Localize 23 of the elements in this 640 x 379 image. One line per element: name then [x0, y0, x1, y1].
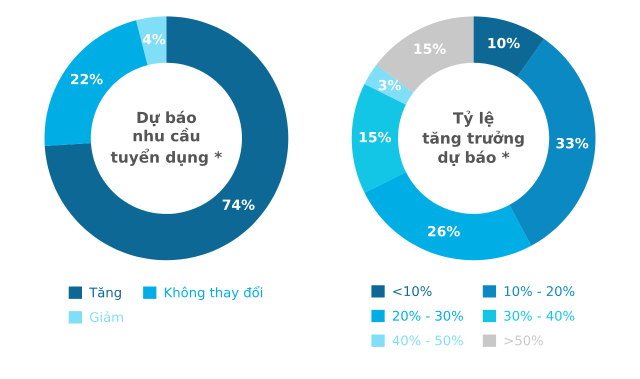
data-label: 22% [70, 74, 103, 84]
data-label: 10% [488, 38, 520, 48]
text: Tỷ lệ tăng trưởng dự báo * [422, 110, 524, 166]
data-label: 4% [142, 34, 166, 44]
legend-label: <10% [393, 286, 432, 296]
legend-label: 20% - 30% [392, 310, 463, 321]
text: Dự báo nhu cầu tuyển dụng * [110, 110, 222, 166]
data-label: 15% [360, 132, 392, 142]
legend-label: 10% - 20% [504, 286, 574, 296]
donut-slice [376, 16, 474, 93]
legend-label: 30% - 40% [504, 310, 574, 321]
data-label: 33% [556, 138, 588, 148]
legend-label: Không thay đổi [164, 286, 262, 300]
data-label: 3% [378, 80, 401, 90]
donut-slice [44, 16, 288, 260]
donut-slice [364, 172, 532, 260]
legend-label: Giảm [90, 311, 123, 322]
legend-label: Tăng [89, 287, 121, 300]
legend-label: 40% - 50% [392, 335, 463, 346]
data-label: 74% [222, 199, 255, 210]
donut-slice [474, 16, 544, 77]
data-label: 26% [428, 226, 460, 236]
donut-slice [136, 16, 166, 66]
